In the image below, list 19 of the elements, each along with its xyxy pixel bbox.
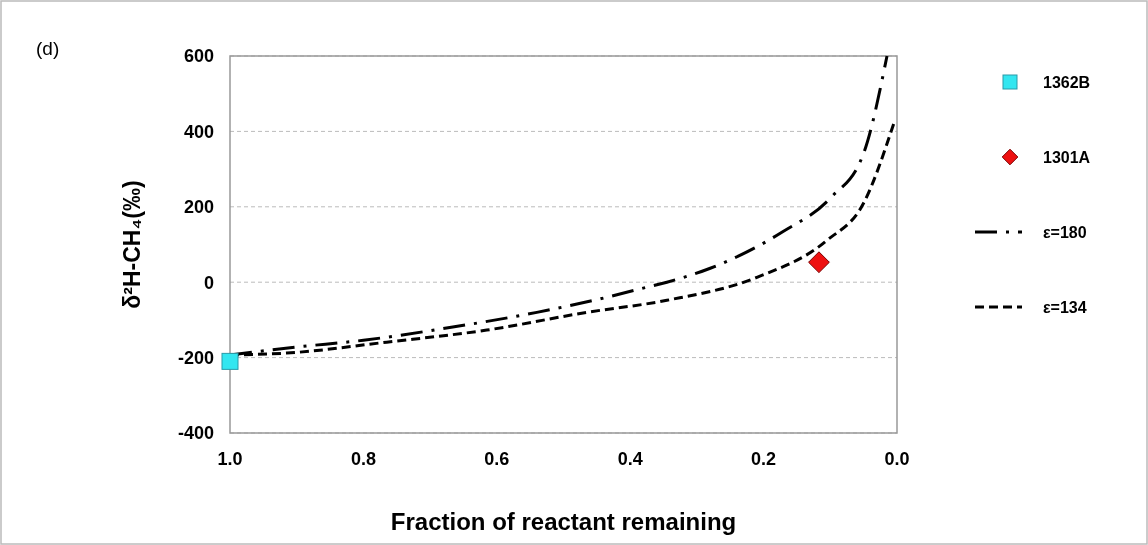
y-tick-label: 200 [183, 197, 214, 218]
y-axis-title: δ²H-CH₄(‰) [119, 180, 145, 309]
x-tick-label: 0.8 [350, 449, 376, 469]
y-tick-label: 0 [203, 272, 214, 293]
legend-label: ε=180 [1043, 223, 1087, 241]
x-tick-label: 0.2 [751, 449, 777, 469]
x-tick-label: 0.4 [617, 449, 643, 469]
y-tick-label: 600 [183, 46, 214, 67]
y-tick-label: 400 [183, 121, 214, 142]
y-tick-label: -200 [177, 347, 214, 368]
x-axis-title: Fraction of reactant remaining [390, 508, 737, 535]
legend-label: ε=134 [1043, 298, 1087, 316]
x-tick-label: 1.0 [217, 449, 243, 469]
legend-label: 1301A [1043, 148, 1091, 166]
x-tick-label: 0.6 [484, 449, 510, 469]
y-tick-label: -400 [177, 423, 214, 444]
x-tick-label: 0.0 [884, 449, 910, 469]
text: (d) [36, 38, 60, 59]
legend-label: 1362B [1043, 73, 1091, 91]
